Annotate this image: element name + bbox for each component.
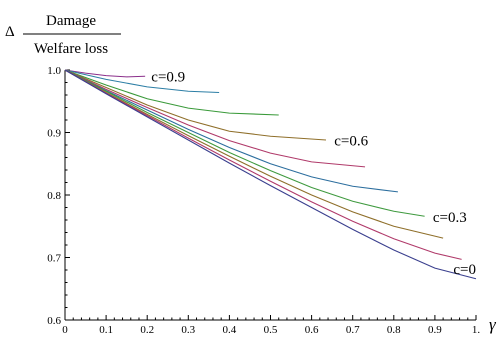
y-axis-title: Δ Damage Welfare loss (5, 13, 121, 57)
y-tick-label: 0.7 (47, 253, 61, 265)
y-axis-title-prefix: Δ (5, 24, 15, 40)
curve-labels: c=0.9 c=0.6 c=0.3 c=0 (151, 69, 476, 278)
x-tick-label: 0.6 (305, 324, 319, 336)
x-tick-label: 0.4 (223, 324, 237, 336)
series-line-5 (64, 69, 366, 168)
series-line-9 (64, 69, 462, 260)
x-tick-label: 0.3 (181, 324, 195, 336)
series-line-1 (64, 69, 146, 78)
curve-label: c=0.9 (151, 69, 185, 85)
curve-label: c=0.3 (433, 210, 467, 226)
x-axis-ticks: 0 0.1 0.2 0.3 0.4 0.5 0.6 0.7 0.8 0.9 1. (62, 315, 480, 336)
x-tick-label: 0.1 (99, 324, 113, 336)
series-line-8 (64, 69, 444, 239)
axes (64, 70, 476, 321)
series-line-10 (64, 69, 477, 280)
series-line-7 (64, 69, 425, 217)
x-tick-label: 0.8 (387, 324, 401, 336)
series-line-2 (64, 69, 220, 94)
series-line-4 (64, 69, 327, 141)
x-tick-label: 0.2 (140, 324, 154, 336)
curve-label: c=0.6 (334, 134, 368, 150)
x-tick-label: 0.9 (428, 324, 442, 336)
x-tick-label: 0 (62, 324, 68, 336)
x-tick-label: 0.7 (346, 324, 360, 336)
y-axis-ticks: 0.6 0.7 0.8 0.9 1.0 (47, 65, 70, 327)
y-axis-title-numerator: Damage (46, 13, 96, 29)
y-tick-label: 0.6 (47, 315, 61, 327)
series-line-6 (64, 69, 398, 193)
y-tick-label: 0.8 (47, 190, 61, 202)
y-tick-label: 1.0 (47, 65, 61, 77)
x-tick-label: 1. (472, 324, 481, 336)
x-tick-label: 0.5 (264, 324, 278, 336)
curve-label: c=0 (453, 262, 476, 278)
y-axis-title-denominator: Welfare loss (34, 41, 108, 57)
x-axis-title: γ (489, 315, 497, 334)
y-tick-label: 0.9 (47, 128, 61, 140)
series-group (64, 69, 477, 280)
series-line-3 (64, 69, 279, 116)
